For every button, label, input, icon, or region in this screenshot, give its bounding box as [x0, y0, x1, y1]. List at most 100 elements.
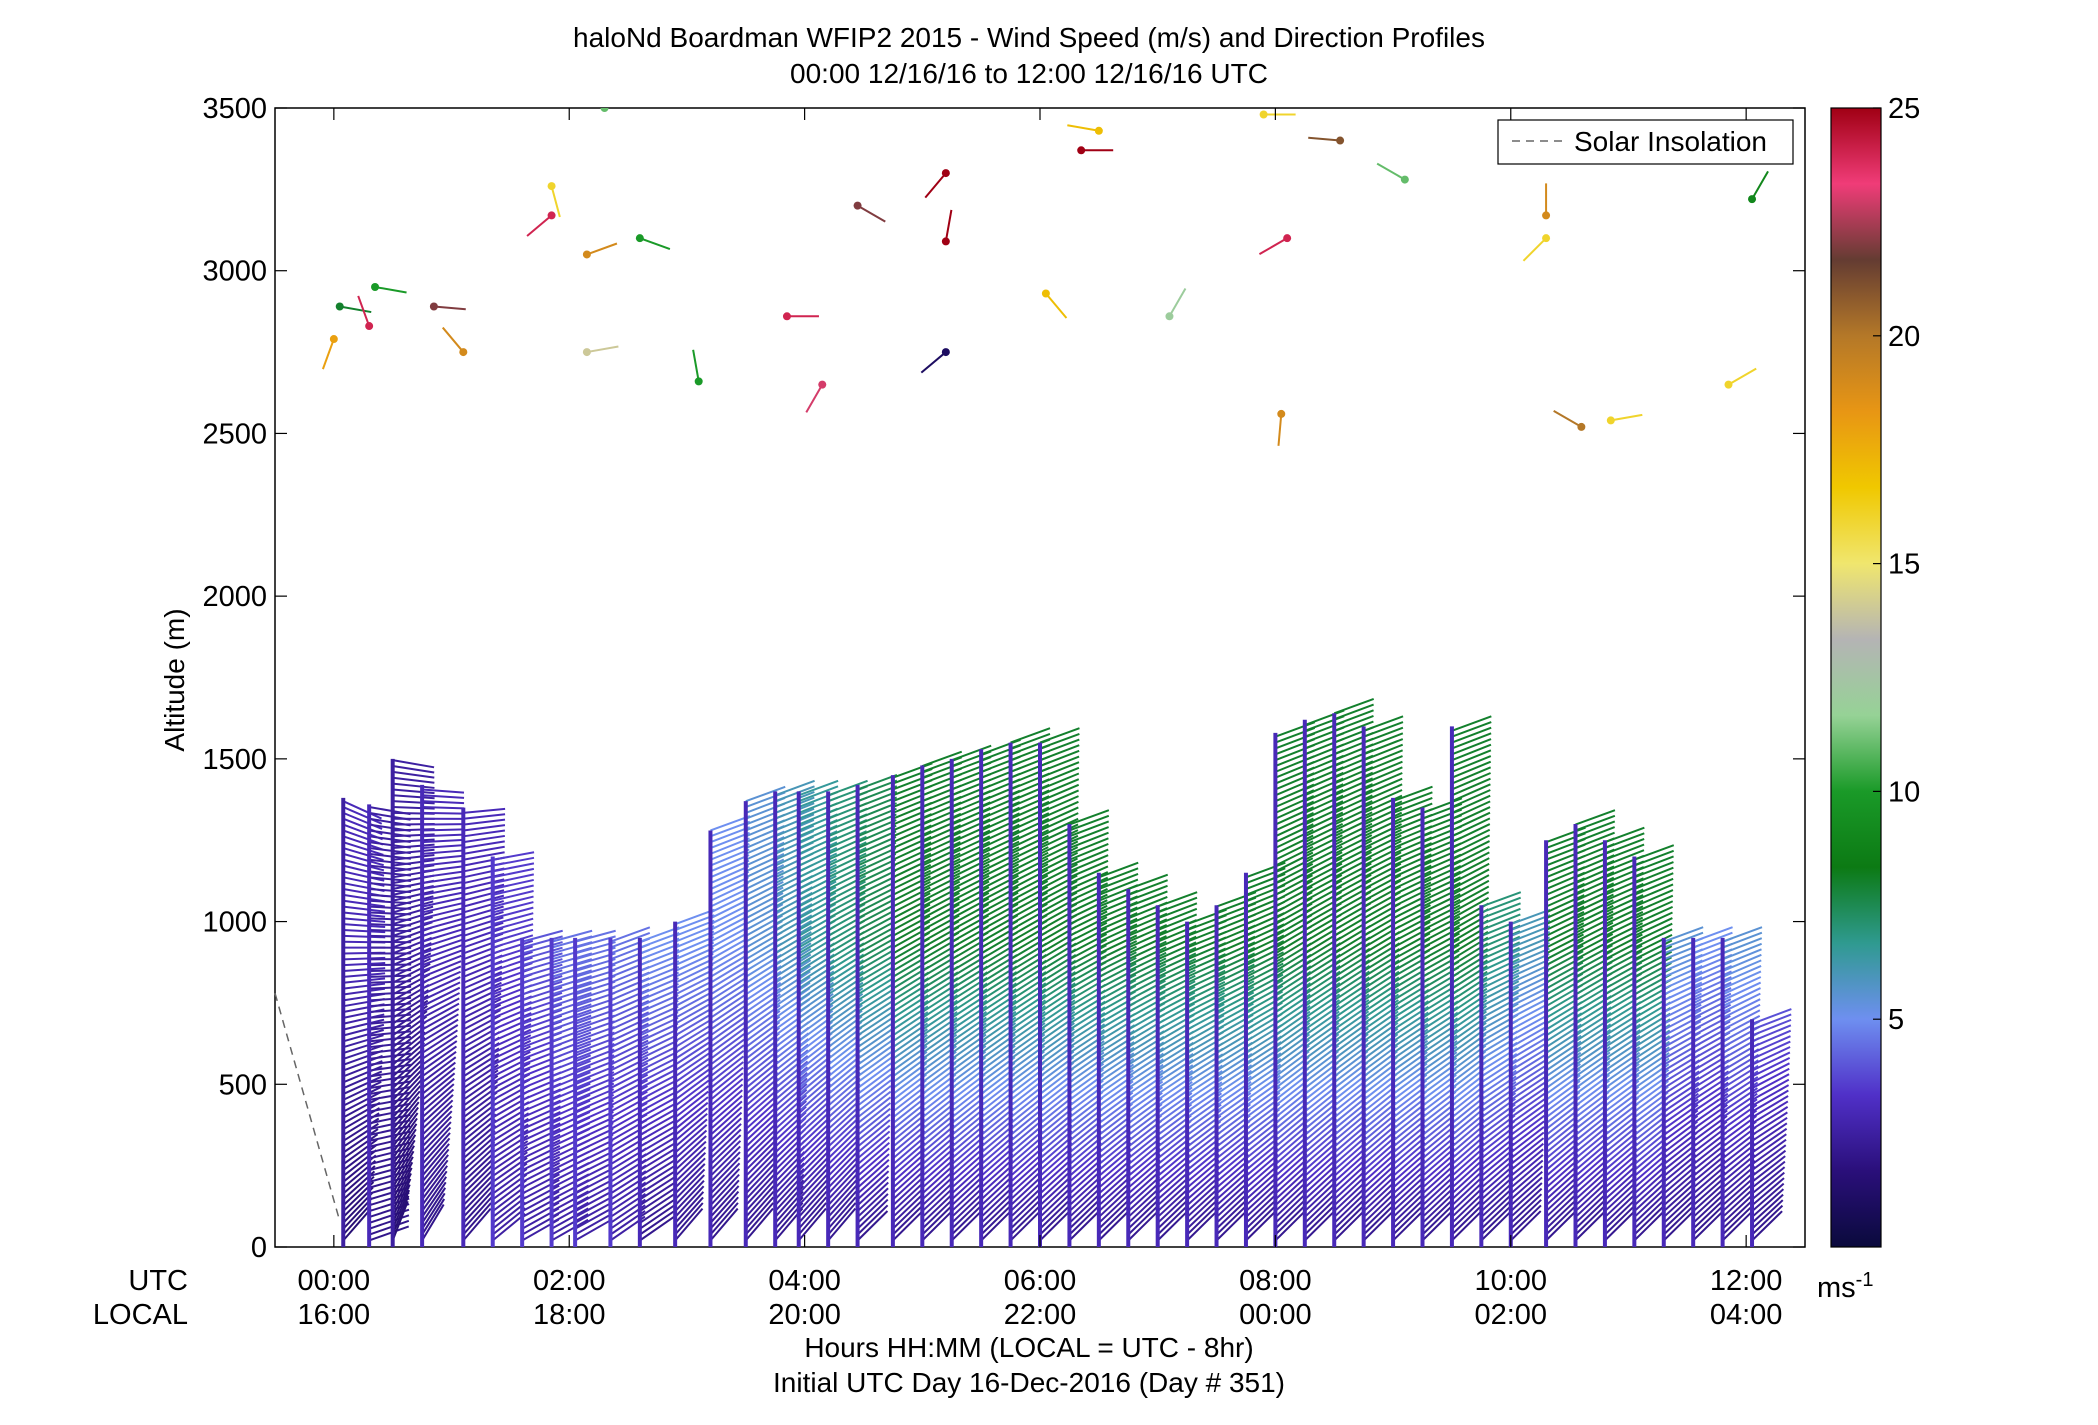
wind-barb	[1510, 1070, 1547, 1095]
wind-barb	[1039, 1124, 1073, 1154]
wind-barb	[1098, 1170, 1131, 1201]
wind-barb	[798, 835, 838, 855]
wind-barb	[1421, 1181, 1454, 1212]
wind-barb	[1363, 1124, 1397, 1154]
wind-barb-point	[694, 377, 703, 386]
wind-barb	[1098, 934, 1138, 955]
wind-barb	[1039, 755, 1080, 773]
wind-barb	[709, 1010, 746, 1037]
wind-barb	[774, 1088, 808, 1119]
wind-barb	[639, 1141, 677, 1166]
wind-barb	[1510, 1098, 1546, 1125]
wind-barb	[421, 1187, 447, 1224]
wind-barb	[1039, 789, 1079, 808]
wind-barb	[674, 1085, 710, 1113]
wind-barb	[980, 818, 1020, 838]
wind-barb	[639, 1124, 677, 1148]
wind-barb	[368, 1175, 410, 1189]
wind-barb	[1304, 1118, 1338, 1148]
wind-barb	[1451, 1084, 1486, 1113]
wind-barb	[492, 928, 534, 943]
wind-barb	[674, 991, 713, 1013]
wind-barb	[1127, 879, 1168, 896]
wind-barb	[392, 853, 435, 861]
wind-barb	[421, 1056, 457, 1084]
wind-barb	[1068, 1187, 1101, 1218]
wind-barb	[892, 841, 932, 861]
wind-barb	[1045, 292, 1068, 319]
wind-barb	[857, 960, 895, 984]
wind-barb	[1633, 861, 1674, 879]
wind-barb	[521, 1105, 561, 1125]
wind-barb	[1215, 1204, 1248, 1236]
wind-barb	[1510, 1126, 1545, 1154]
x-tick-label-local: 18:00	[533, 1299, 606, 1331]
wind-barb	[921, 1096, 956, 1125]
wind-barb	[797, 1185, 828, 1218]
wind-barb	[745, 1156, 776, 1189]
wind-barb	[1451, 766, 1492, 785]
wind-barb	[639, 1136, 677, 1160]
wind-barb	[1333, 1084, 1368, 1113]
wind-barb	[1363, 789, 1403, 808]
wind-barb	[674, 1057, 711, 1084]
wind-barb	[391, 1101, 420, 1136]
wind-barb	[857, 802, 897, 820]
wind-barb	[391, 1112, 419, 1148]
wind-barb	[1604, 1204, 1636, 1236]
wind-barb	[462, 1202, 492, 1236]
wind-barb	[797, 1179, 828, 1212]
wind-barb	[1245, 1131, 1280, 1160]
wind-barb	[1392, 802, 1433, 820]
wind-barb	[392, 806, 435, 810]
wind-barb	[421, 1072, 456, 1101]
wind-barb	[521, 997, 563, 1013]
wind-barb	[1363, 1096, 1397, 1125]
wind-barb	[709, 1021, 746, 1048]
wind-barb	[674, 963, 714, 984]
wind-barb	[1480, 963, 1520, 984]
wind-barb	[827, 1134, 859, 1166]
wind-barb	[421, 1165, 449, 1201]
wind-barb	[951, 1107, 985, 1136]
wind-barb-point	[1724, 380, 1733, 389]
wind-barb	[892, 1158, 925, 1189]
wind-barb	[1663, 1159, 1697, 1189]
wind-barb	[856, 1073, 892, 1101]
wind-barb	[610, 926, 651, 943]
wind-barb	[1392, 887, 1432, 908]
wind-barb	[674, 1101, 709, 1130]
wind-barb	[1333, 771, 1374, 791]
wind-barb	[463, 889, 505, 902]
wind-barb	[492, 1213, 526, 1242]
wind-barb	[1274, 1153, 1308, 1183]
wind-barb	[1392, 1153, 1426, 1183]
wind-barb	[1069, 826, 1109, 844]
wind-barb	[1751, 1095, 1789, 1119]
wind-barb	[521, 963, 563, 978]
wind-barb	[639, 1062, 678, 1084]
wind-barb	[1333, 1107, 1368, 1136]
wind-barb	[921, 846, 961, 867]
wind-barb	[1186, 1165, 1220, 1195]
wind-barb	[463, 883, 505, 896]
wind-barb	[1274, 828, 1314, 849]
wind-barb	[343, 934, 386, 939]
wind-barb	[421, 1088, 455, 1119]
wind-barb	[1363, 794, 1403, 814]
wind-barb	[463, 845, 505, 855]
wind-barb	[1362, 1147, 1396, 1177]
wind-barb	[827, 1145, 859, 1177]
wind-barb	[774, 1071, 808, 1101]
wind-barb	[1245, 861, 1286, 879]
wind-barb	[1510, 1137, 1545, 1166]
wind-barb	[521, 1003, 563, 1019]
wind-barb	[1451, 760, 1492, 779]
wind-barb	[1751, 1127, 1788, 1154]
legend: Solar Insolation	[1497, 119, 1794, 165]
wind-barb	[343, 982, 386, 990]
wind-barb	[1721, 1148, 1756, 1177]
wind-barb-point	[429, 302, 438, 311]
wind-barb	[1510, 1148, 1544, 1177]
wind-barb	[574, 1031, 615, 1049]
